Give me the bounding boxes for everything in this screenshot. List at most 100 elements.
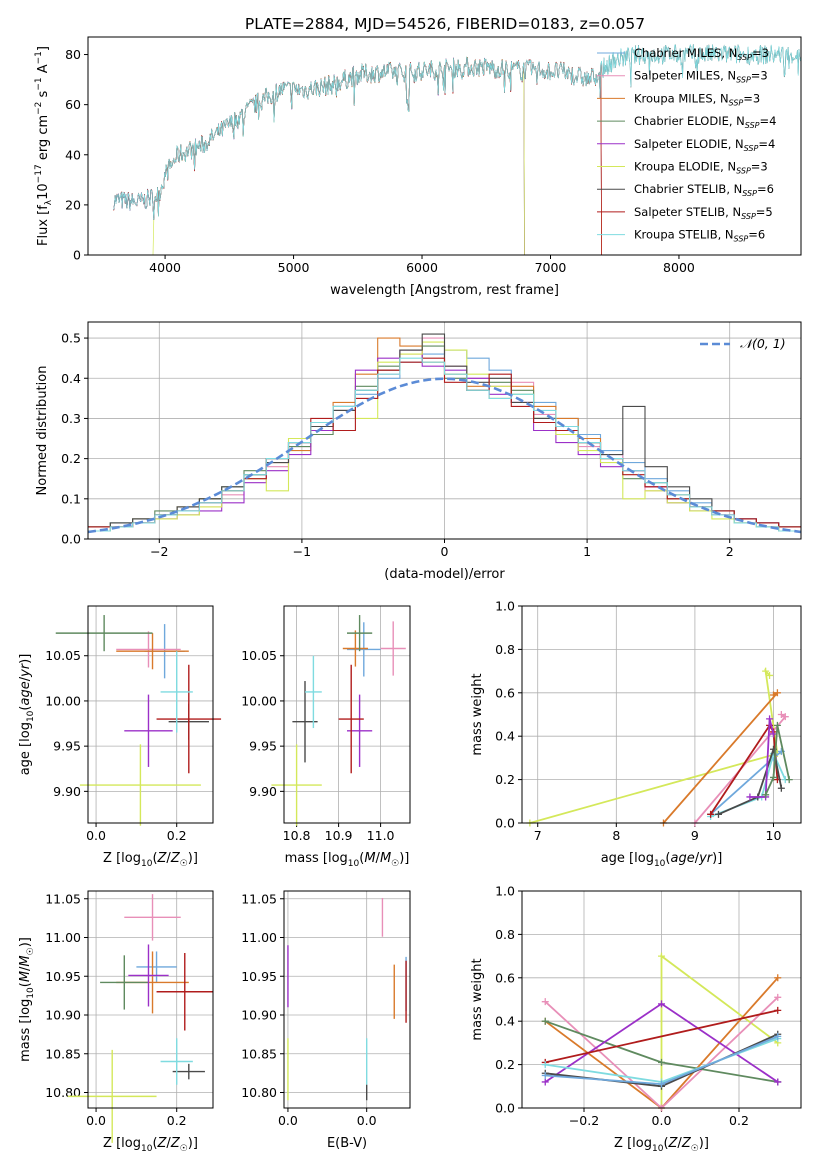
label-part: s — [36, 90, 51, 101]
label-part: ] — [36, 46, 51, 51]
label-part: Z — [157, 851, 168, 866]
label-part: )] — [188, 1136, 198, 1151]
weight-marker — [777, 784, 785, 792]
x-axis-label: Z [log10(Z/Z☉)] — [103, 1136, 198, 1154]
legend-text: Chabrier ELODIE, N — [634, 114, 745, 128]
y-tick-label: 80 — [65, 47, 81, 62]
label-part: ( — [359, 851, 364, 866]
label-part: −17 — [34, 164, 44, 183]
y-tick-label: 9.90 — [53, 784, 81, 799]
weight-marker — [658, 1080, 665, 1088]
error-point-kroupa-elodie — [67, 1049, 157, 1143]
legend-entry: Kroupa STELIB, NSSP=6 — [634, 228, 765, 244]
error-point-salpeter-stelib — [156, 664, 222, 774]
error-point-kroupa-stelib — [160, 651, 193, 733]
legend-sub: SSP — [736, 76, 751, 85]
weight-series-chabrier-elodie — [762, 721, 793, 799]
weight-marker — [774, 1006, 782, 1014]
legend-tail: =3 — [751, 160, 768, 174]
legend-tail: =3 — [752, 46, 769, 60]
label-part: )] — [712, 851, 722, 866]
x-tick-label: 0.2 — [167, 1113, 187, 1128]
x-tick-label: 4000 — [149, 260, 181, 275]
x-tick-label: −1 — [293, 544, 311, 559]
x-tick-label: 10.8 — [283, 828, 311, 843]
label-part: ☉ — [26, 947, 36, 955]
y-tick-label: 20 — [65, 197, 81, 212]
x-tick-label: 0.2 — [167, 828, 187, 843]
figure-title: PLATE=2884, MJD=54526, FIBERID=0183, z=0… — [245, 15, 645, 33]
label-part: A — [36, 64, 51, 77]
histogram-chabrier-stelib — [88, 333, 801, 528]
legend-entry: Salpeter STELIB, NSSP=5 — [634, 205, 773, 221]
legend-tail: =3 — [751, 69, 768, 83]
label-part: ( — [152, 851, 157, 866]
label-part: Z [log — [103, 851, 141, 866]
y-tick-label: 10.05 — [45, 648, 81, 663]
weight-marker — [777, 711, 785, 718]
error-point-kroupa-elodie — [271, 744, 322, 826]
x-tick-label: 2 — [726, 544, 734, 559]
legend-entry: Salpeter MILES, NSSP=3 — [634, 69, 768, 85]
label-part: 10 — [141, 859, 153, 869]
x-axis-label: (data-model)/error — [384, 567, 505, 582]
legend-text: Kroupa MILES, N — [634, 91, 729, 105]
y-tick-label: 10.85 — [241, 1046, 277, 1061]
label-part: Z — [681, 1136, 692, 1151]
legend-sub: SSP — [736, 167, 751, 176]
legend-text: Salpeter ELODIE, N — [634, 137, 744, 151]
weight-marker — [541, 998, 549, 1006]
label-part: )] — [188, 851, 198, 866]
label-part: M — [18, 955, 33, 966]
error-point-salpeter-stelib — [156, 953, 213, 1031]
axes-frame — [87, 36, 802, 256]
spectrum-chabrier-miles — [113, 57, 602, 255]
weight-marker — [541, 1078, 549, 1086]
normal-curve — [87, 377, 802, 534]
axes-Z-mass: 0.0 0.2 10.80 10.85 10.90 10.95 11.00 11.05 Z [l… — [18, 890, 214, 1154]
y-tick-label: 10.80 — [241, 1085, 277, 1100]
x-tick-label: 5000 — [278, 260, 310, 275]
label-part: wavelength [Angstrom, rest frame] — [330, 283, 559, 298]
label-part: / — [166, 1136, 171, 1151]
label-part: ☉ — [691, 1144, 699, 1154]
label-part: M — [18, 971, 33, 982]
error-point-chabrier-miles — [136, 951, 177, 983]
spectrum-chabrier-elodie — [113, 56, 525, 255]
y-tick-label: 0.2 — [495, 1057, 515, 1072]
error-point-salpeter-elodie — [124, 694, 173, 767]
label-part: / — [695, 851, 700, 866]
weight-marker — [541, 1017, 549, 1025]
x-axis-label: E(B-V) — [327, 1136, 367, 1151]
error-point-kroupa-miles — [116, 633, 189, 670]
legend-tail: =4 — [758, 137, 775, 151]
label-part: λ — [44, 199, 54, 205]
label-part: erg cm — [36, 115, 51, 164]
y-tick-label: 0.8 — [495, 927, 515, 942]
y-tick-label: 1.0 — [495, 599, 515, 614]
y-tick-label: 0.1 — [61, 491, 81, 506]
label-part: / — [166, 851, 171, 866]
y-tick-label: 0 — [73, 248, 81, 263]
y-tick-label: 40 — [65, 147, 81, 162]
spectrum-salpeter-miles — [113, 57, 602, 255]
weight-marker — [714, 810, 722, 818]
legend-entry: Chabrier ELODIE, NSSP=4 — [634, 114, 776, 130]
spectrum-kroupa-stelib — [113, 43, 801, 220]
axes-mass-age: 10.8 10.9 11.0 9.90 9.95 10.00 10.05 mass [log1… — [241, 605, 411, 869]
label-part: ☉ — [391, 859, 399, 869]
weight-line — [749, 718, 775, 798]
label-part: −2 — [34, 102, 44, 115]
weight-marker — [769, 691, 777, 699]
error-point-chabrier-miles — [347, 622, 381, 677]
weight-marker — [773, 721, 781, 729]
weight-marker — [774, 993, 782, 1001]
weight-marker — [774, 1078, 782, 1086]
x-tick-label: 0.0 — [86, 1113, 106, 1128]
legend-text: Kroupa STELIB, N — [634, 228, 734, 242]
legend-sub: SSP — [742, 189, 757, 198]
label-part: −1 — [34, 77, 44, 90]
spectrum-kroupa-miles — [113, 57, 602, 255]
